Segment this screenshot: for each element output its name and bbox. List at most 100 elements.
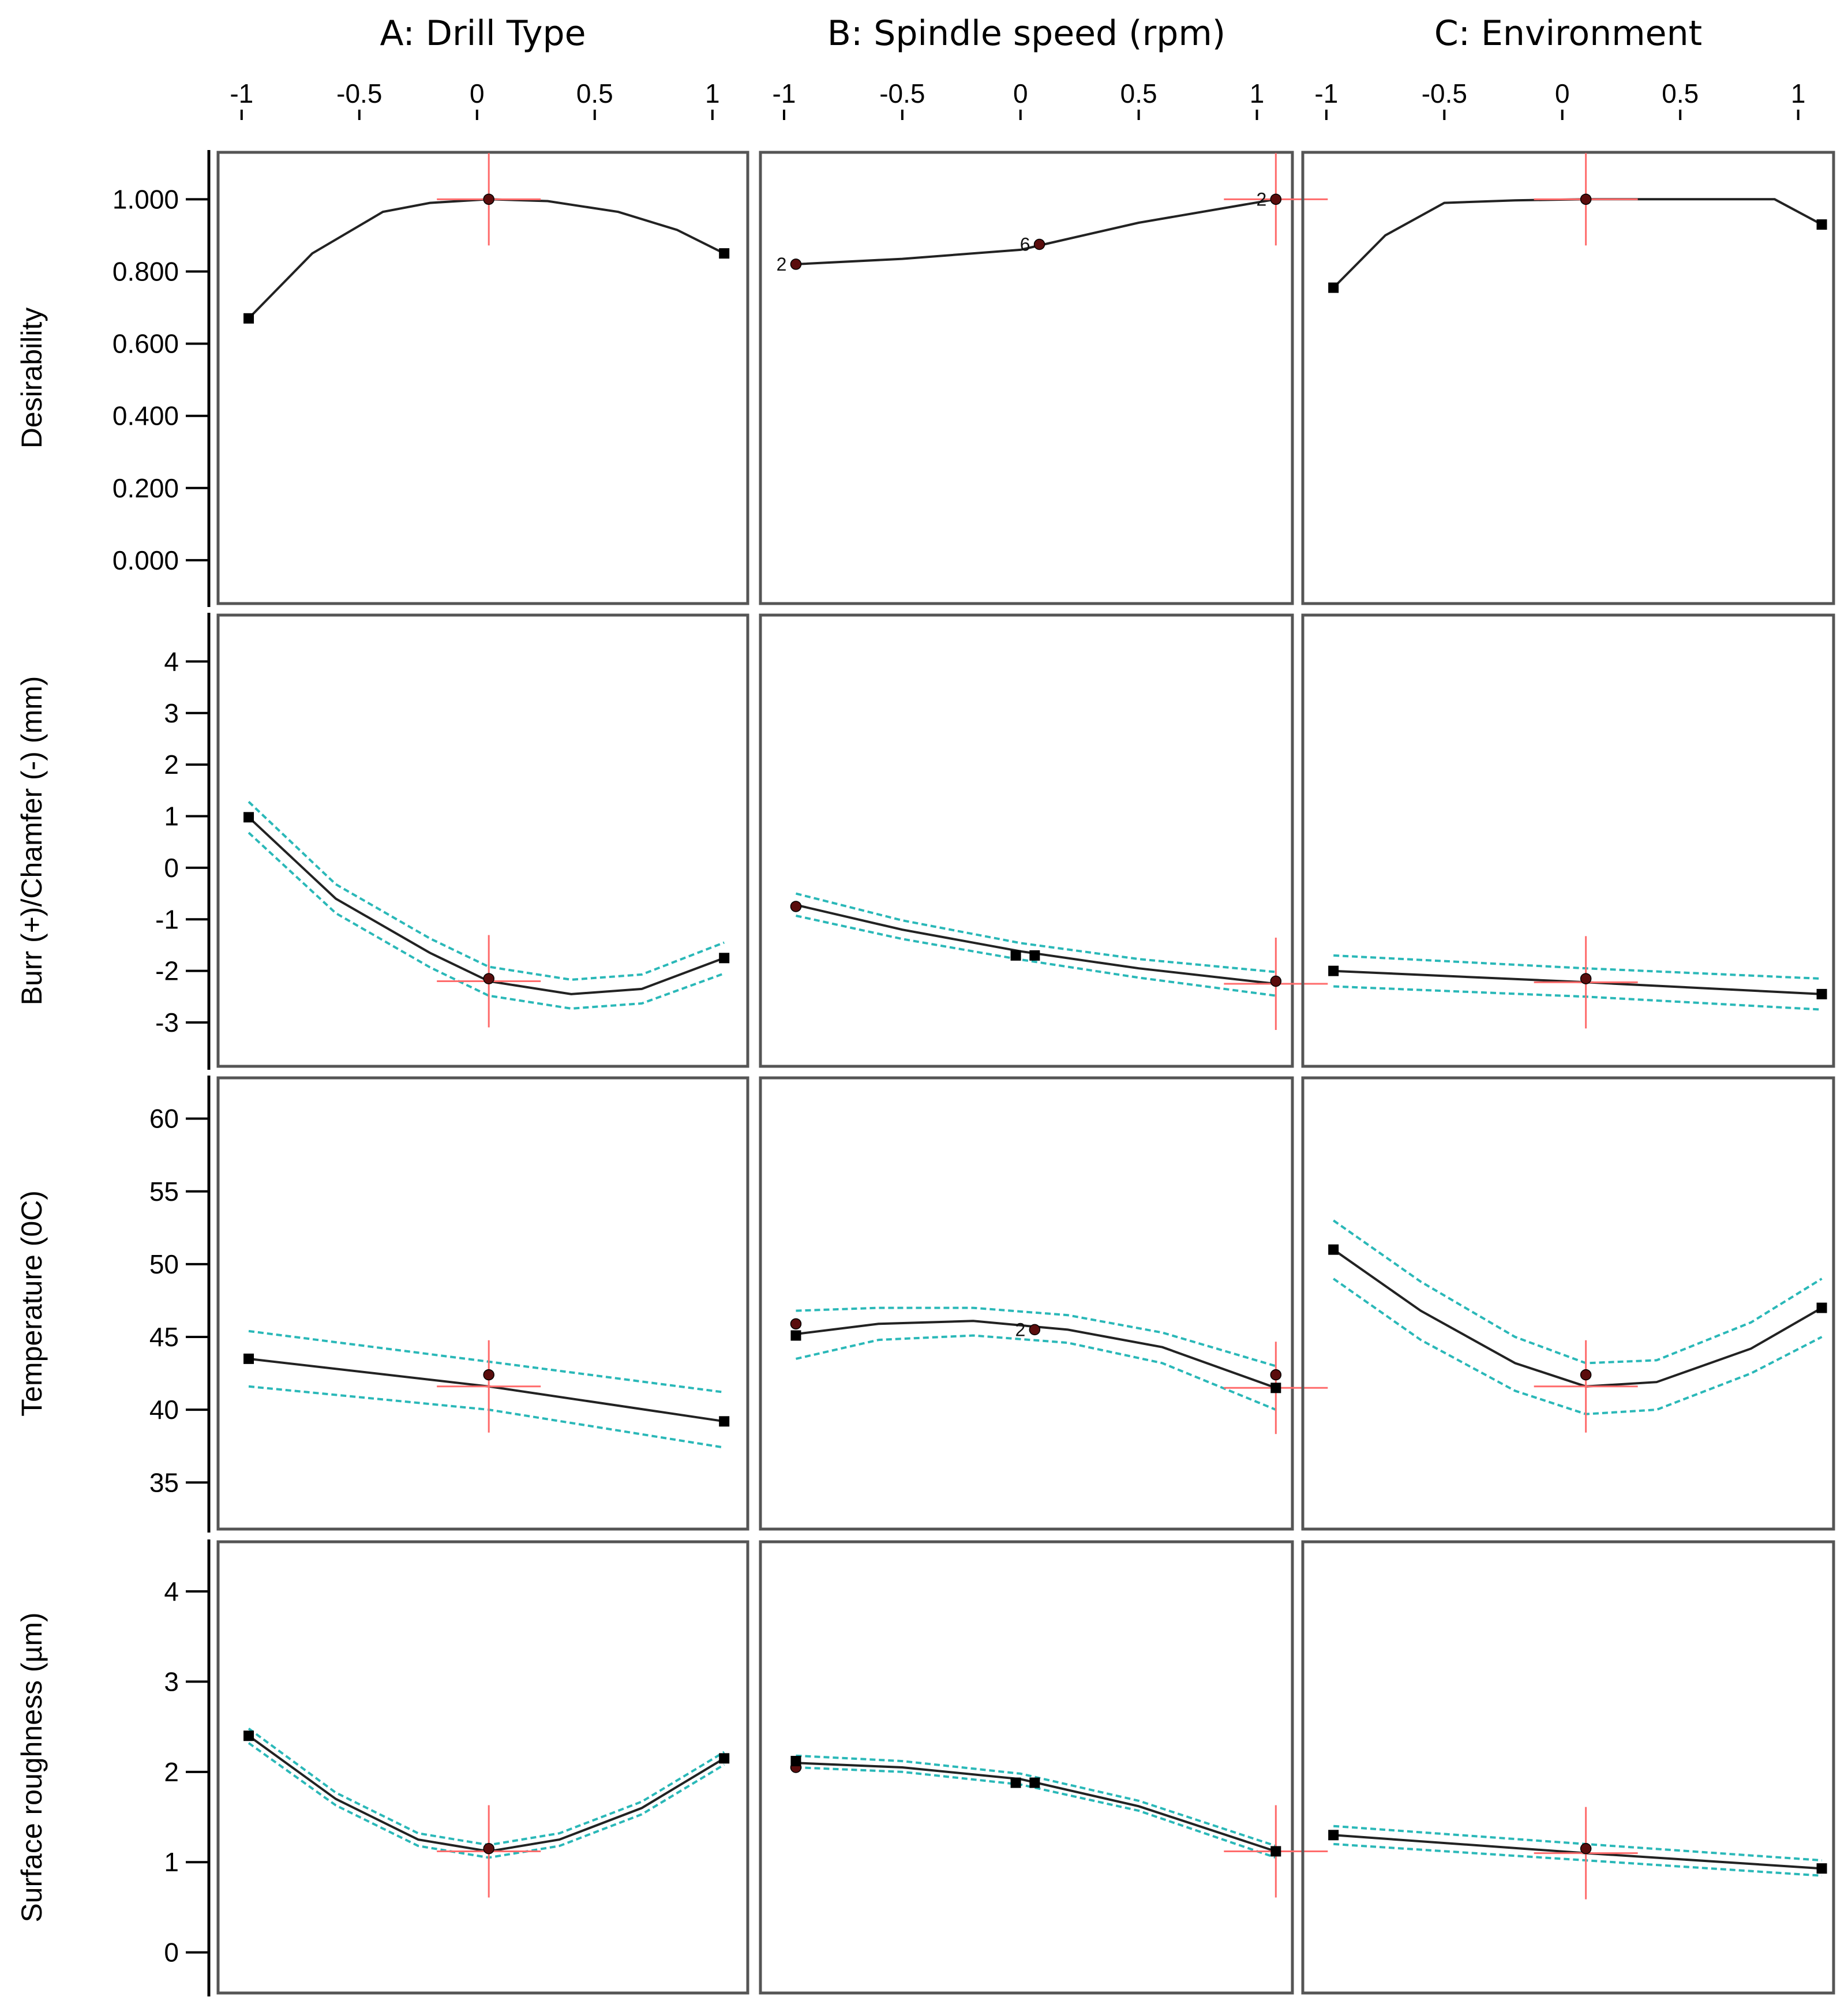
y-axis-label: Burr (+)/Chamfer (-) (mm) <box>16 676 48 1006</box>
confidence-band-upper <box>248 1329 725 1393</box>
x-tick-label: 1 <box>705 78 720 108</box>
confidence-band-upper <box>1333 1825 1822 1862</box>
design-point-marker <box>790 1318 802 1330</box>
panel-b-row-1: 2 6 2 <box>759 151 1328 605</box>
panel-frame <box>759 613 1294 1068</box>
panel-a-row-2 <box>216 613 749 1068</box>
end-point-marker <box>243 1730 254 1741</box>
design-point-marker <box>1580 973 1592 984</box>
end-point-marker <box>719 953 730 964</box>
panel-b-row-4 <box>759 1540 1328 1995</box>
design-point-marker <box>1580 1369 1592 1381</box>
design-point-marker <box>483 1843 494 1855</box>
panel-frame <box>216 613 749 1068</box>
panel-frame <box>1301 1076 1835 1531</box>
point-count-label: 6 <box>1020 234 1030 255</box>
panel-c-row-3 <box>1301 1076 1835 1531</box>
panel-frame <box>1301 613 1835 1068</box>
end-point-marker <box>1816 1863 1827 1874</box>
y-tick-label: 3 <box>164 1666 179 1696</box>
x-tick-label: 1 <box>1791 78 1806 108</box>
response-curve <box>248 816 725 995</box>
point-count-label: 2 <box>777 254 787 275</box>
response-curve <box>1333 1834 1822 1870</box>
x-tick-label: 0 <box>470 78 485 108</box>
column-title-c: C: Environment <box>1434 13 1702 54</box>
x-tick-label: 0 <box>1013 78 1028 108</box>
y-tick-label: 0.800 <box>113 256 179 286</box>
point-count-label: 2 <box>1257 189 1267 209</box>
response-curve <box>1332 198 1823 289</box>
y-tick-label: 0.000 <box>113 545 179 575</box>
panel-frame <box>1301 1540 1835 1995</box>
y-tick-label: 55 <box>149 1177 179 1207</box>
y-tick-label: 35 <box>149 1467 179 1497</box>
design-point-marker <box>483 193 494 205</box>
design-point-marker <box>1270 975 1282 987</box>
x-tick-label: 0 <box>1555 78 1570 108</box>
y-tick-label: 4 <box>164 1576 179 1606</box>
panel-c-row-1 <box>1301 151 1835 605</box>
panel-frame <box>216 151 749 605</box>
end-point-marker <box>1270 1383 1281 1393</box>
panel-a-row-4 <box>216 1540 749 1995</box>
y-tick-label: 50 <box>149 1249 179 1279</box>
end-point-marker <box>1270 1846 1281 1857</box>
y-tick-label: 0 <box>164 853 179 883</box>
panel-frame <box>216 1540 749 1995</box>
response-curve <box>1333 1249 1823 1388</box>
panel-frame <box>1301 151 1835 605</box>
y-axis-label: Temperature (0C) <box>16 1190 48 1417</box>
y-tick-label: 40 <box>149 1395 179 1425</box>
point-count-label: 2 <box>1015 1319 1026 1340</box>
panel-a-row-1 <box>216 151 749 605</box>
design-point-marker <box>1580 193 1592 205</box>
end-point-marker <box>1010 1777 1021 1788</box>
design-point-marker <box>790 259 802 270</box>
end-point-marker <box>1328 965 1339 976</box>
end-point-marker <box>1328 1244 1339 1255</box>
x-tick-label: -1 <box>230 78 253 108</box>
design-point-marker <box>1029 1324 1041 1336</box>
end-point-marker <box>243 1353 254 1364</box>
confidence-band-upper <box>796 1306 1276 1368</box>
y-tick-label: -1 <box>155 904 179 934</box>
y-axis-label: Surface roughness (µm) <box>16 1612 48 1922</box>
y-tick-label: 3 <box>164 698 179 728</box>
end-point-marker <box>1010 950 1021 961</box>
panel-c-row-4 <box>1301 1540 1835 1995</box>
end-point-marker <box>719 248 730 259</box>
y-tick-label: 0.200 <box>113 473 179 503</box>
design-point-marker <box>1270 193 1282 205</box>
y-tick-label: 0.600 <box>113 329 179 359</box>
panel-b-row-2 <box>759 613 1328 1068</box>
column-title-a: A: Drill Type <box>380 13 586 54</box>
y-axis-label: Desirability <box>16 308 48 449</box>
response-curve <box>248 1357 725 1423</box>
panel-frame <box>759 151 1294 605</box>
x-tick-label: -1 <box>773 78 796 108</box>
y-tick-label: 1.000 <box>113 184 179 214</box>
y-tick-label: 0 <box>164 1938 179 1968</box>
x-tick-label: -1 <box>1314 78 1338 108</box>
end-point-marker <box>790 1756 801 1767</box>
x-tick-label: 1 <box>1250 78 1265 108</box>
panel-frame <box>759 1540 1294 1995</box>
confidence-band-lower <box>248 1385 725 1449</box>
x-tick-label: -0.5 <box>1422 78 1467 108</box>
response-curve <box>796 198 1276 265</box>
end-point-marker <box>243 313 254 324</box>
y-tick-label: 2 <box>164 1757 179 1787</box>
design-point-marker <box>483 1369 494 1381</box>
x-tick-label: -0.5 <box>879 78 925 108</box>
end-point-marker <box>1816 988 1827 999</box>
end-point-marker <box>1029 950 1040 961</box>
y-tick-label: 45 <box>149 1322 179 1352</box>
confidence-band-lower <box>796 1334 1277 1411</box>
y-tick-label: 4 <box>164 646 179 676</box>
y-tick-label: 1 <box>164 801 179 831</box>
end-point-marker <box>1029 1777 1040 1788</box>
end-point-marker <box>1328 1830 1339 1841</box>
design-point-marker <box>1270 1369 1282 1381</box>
